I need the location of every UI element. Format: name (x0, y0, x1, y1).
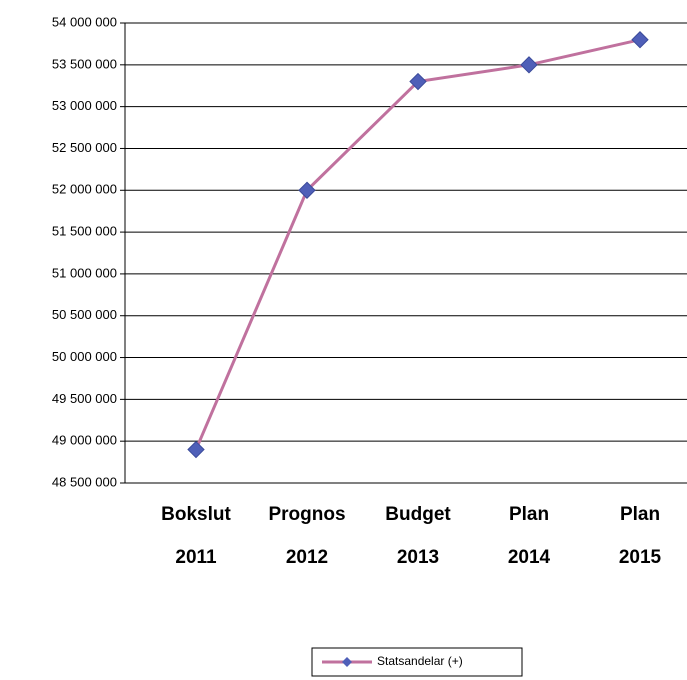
y-tick-label: 49 500 000 (52, 391, 117, 406)
legend: Statsandelar (+) (311, 647, 523, 677)
y-tick-label: 50 000 000 (52, 349, 117, 364)
x-tick-label: Plan (620, 504, 660, 525)
point-marker (298, 181, 316, 199)
y-tick-label: 51 500 000 (52, 224, 117, 239)
y-tick-label: 52 500 000 (52, 140, 117, 155)
point-marker (409, 72, 427, 91)
point-marker (187, 440, 205, 459)
y-tick-label: 48 500 000 (52, 474, 117, 489)
y-tick-label: 53 500 000 (52, 56, 117, 71)
series-line (194, 38, 641, 451)
x-tick-label: 2012 (286, 547, 328, 568)
x-tick-label: Prognos (268, 504, 345, 525)
x-tick-label: 2014 (508, 547, 551, 568)
y-tick-label: 53 000 000 (52, 98, 117, 113)
x-tick-label: Bokslut (161, 504, 231, 525)
point-marker (520, 56, 538, 74)
y-tick-label: 49 000 000 (52, 433, 117, 448)
y-tick-label: 54 000 000 (52, 14, 117, 29)
y-tick-label: 50 500 000 (52, 307, 117, 322)
x-tick-label: Plan (509, 504, 549, 525)
x-tick-label: 2013 (397, 547, 439, 568)
y-tick-label: 51 000 000 (52, 265, 117, 280)
legend-marker (342, 657, 352, 667)
x-tick-label: 2015 (619, 547, 662, 568)
x-tick-label: 2011 (175, 547, 217, 568)
x-tick-label: Budget (385, 504, 451, 525)
y-tick-label: 52 000 000 (52, 182, 117, 197)
legend-label: Statsandelar (+) (377, 654, 463, 668)
point-marker (631, 31, 649, 49)
